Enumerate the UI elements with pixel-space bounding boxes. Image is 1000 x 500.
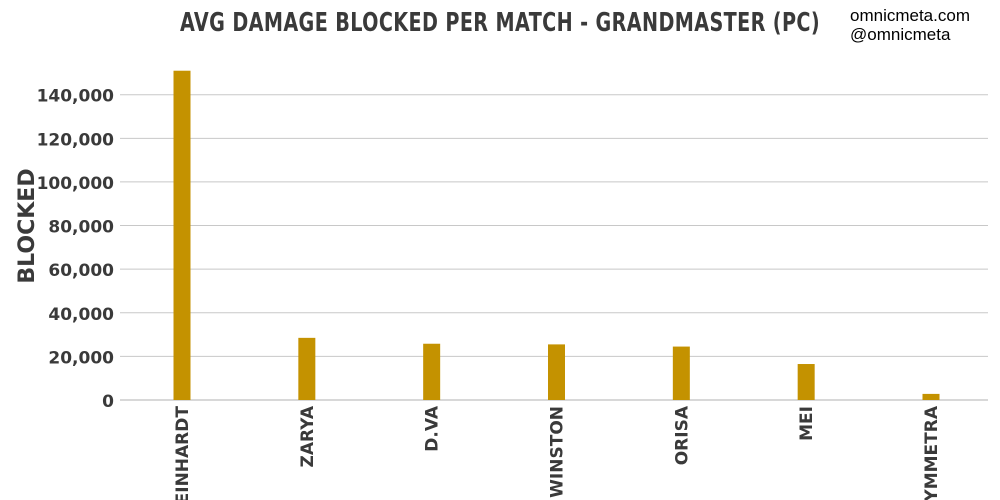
x-category-label: ORISA — [672, 405, 692, 465]
y-tick-label: 20,000 — [48, 348, 114, 368]
y-tick-label: 0 — [102, 392, 114, 412]
bar-mei — [797, 364, 815, 400]
credit-site: omnicmeta.com — [850, 6, 970, 25]
bar-orisa — [672, 346, 690, 400]
y-tick-label: 40,000 — [48, 305, 114, 325]
bar-reinhardt — [173, 70, 191, 400]
bar-zarya — [298, 337, 316, 400]
y-tick-label: 80,000 — [48, 218, 114, 238]
y-tick-label: 60,000 — [48, 261, 114, 281]
y-tick-label: 100,000 — [37, 174, 115, 194]
x-category-label: REINHARDT — [173, 406, 193, 500]
bar-winston — [548, 344, 565, 400]
x-category-label: SYMMETRA — [922, 405, 942, 500]
x-category-label: MEI — [797, 406, 817, 441]
credit-handle: @omnicmeta — [850, 25, 951, 44]
bar-symmetra — [922, 393, 940, 400]
y-tick-label: 140,000 — [37, 87, 115, 107]
y-axis-label: BLOCKED — [15, 168, 40, 283]
bar-d-va — [423, 343, 441, 400]
x-category-labels: REINHARDT ZARYA D.VA WINSTON ORISA MEI SYMMETR… — [173, 405, 942, 500]
bars — [173, 70, 940, 400]
x-category-label: ZARYA — [298, 405, 318, 467]
chart-title: AVG DAMAGE BLOCKED PER MATCH - GRANDMAST… — [180, 8, 820, 38]
x-category-label: WINSTON — [548, 406, 568, 498]
x-category-label: D.VA — [423, 405, 443, 452]
y-tick-label: 120,000 — [37, 130, 115, 150]
y-tick-labels: 0 20,000 40,000 60,000 80,000 100,000 120,000 1… — [37, 87, 115, 412]
